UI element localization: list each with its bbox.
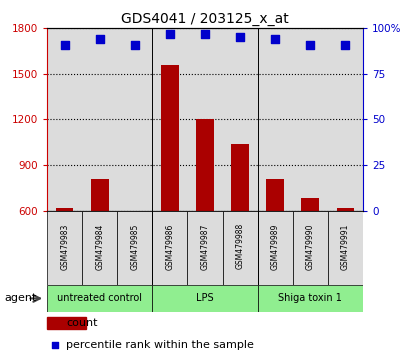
Text: agent: agent bbox=[4, 293, 36, 303]
FancyBboxPatch shape bbox=[187, 211, 222, 285]
Point bbox=[131, 42, 138, 47]
Text: GSM479984: GSM479984 bbox=[95, 223, 104, 269]
Title: GDS4041 / 203125_x_at: GDS4041 / 203125_x_at bbox=[121, 12, 288, 26]
Bar bbox=[336, 207, 353, 211]
Bar bbox=[91, 179, 108, 211]
Point bbox=[166, 31, 173, 36]
FancyBboxPatch shape bbox=[47, 285, 152, 312]
Text: Shiga toxin 1: Shiga toxin 1 bbox=[278, 293, 342, 303]
FancyBboxPatch shape bbox=[82, 211, 117, 285]
Text: GSM479985: GSM479985 bbox=[130, 223, 139, 269]
Text: GSM479983: GSM479983 bbox=[60, 223, 69, 269]
Text: percentile rank within the sample: percentile rank within the sample bbox=[66, 339, 253, 350]
Point bbox=[271, 36, 278, 42]
Text: GSM479989: GSM479989 bbox=[270, 223, 279, 269]
Bar bbox=[126, 211, 143, 215]
Text: GSM479987: GSM479987 bbox=[200, 223, 209, 269]
FancyBboxPatch shape bbox=[117, 211, 152, 285]
Bar bbox=[301, 199, 318, 211]
Text: LPS: LPS bbox=[196, 293, 213, 303]
Text: GSM479991: GSM479991 bbox=[340, 223, 349, 269]
Bar bbox=[56, 207, 73, 211]
FancyBboxPatch shape bbox=[222, 211, 257, 285]
FancyBboxPatch shape bbox=[47, 211, 82, 285]
FancyBboxPatch shape bbox=[257, 211, 292, 285]
Text: GSM479990: GSM479990 bbox=[305, 223, 314, 269]
Bar bbox=[266, 179, 283, 211]
Point bbox=[96, 36, 103, 42]
FancyBboxPatch shape bbox=[152, 211, 187, 285]
Point bbox=[341, 42, 348, 47]
Point bbox=[61, 42, 68, 47]
Bar bbox=[47, 316, 86, 329]
FancyBboxPatch shape bbox=[152, 285, 257, 312]
Text: GSM479986: GSM479986 bbox=[165, 223, 174, 269]
Text: GSM479988: GSM479988 bbox=[235, 223, 244, 269]
Point bbox=[306, 42, 313, 47]
FancyBboxPatch shape bbox=[257, 285, 362, 312]
Point bbox=[236, 35, 243, 40]
Text: untreated control: untreated control bbox=[57, 293, 142, 303]
FancyBboxPatch shape bbox=[327, 211, 362, 285]
FancyBboxPatch shape bbox=[292, 211, 327, 285]
Point bbox=[201, 31, 208, 36]
Bar bbox=[161, 65, 178, 211]
Point bbox=[52, 342, 58, 348]
Bar bbox=[231, 144, 248, 211]
Bar bbox=[196, 119, 213, 211]
Text: count: count bbox=[66, 318, 97, 328]
